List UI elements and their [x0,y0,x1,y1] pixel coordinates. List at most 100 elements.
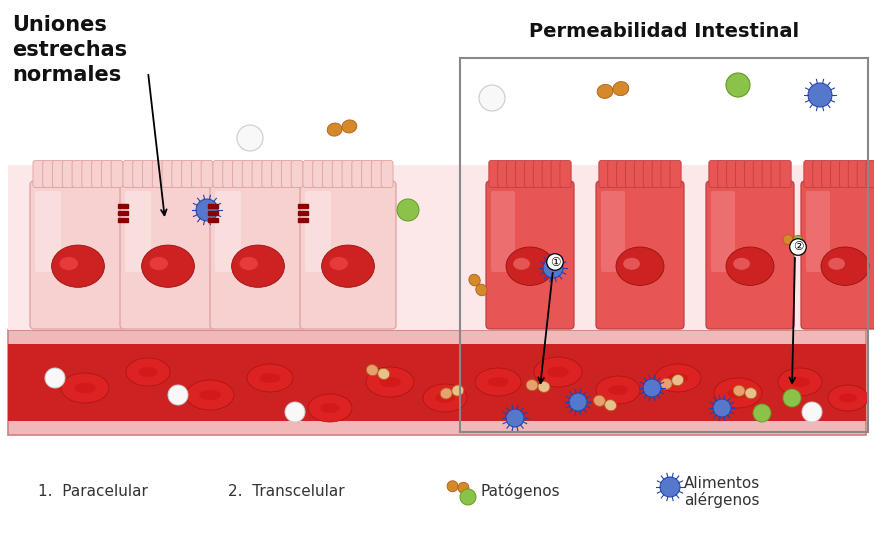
FancyBboxPatch shape [652,160,663,187]
Ellipse shape [613,82,629,96]
Text: ②: ② [793,240,803,253]
FancyBboxPatch shape [780,160,791,187]
Ellipse shape [186,380,234,410]
FancyBboxPatch shape [33,160,45,187]
Ellipse shape [672,375,683,386]
FancyBboxPatch shape [342,160,354,187]
Ellipse shape [366,364,378,376]
Ellipse shape [239,257,258,270]
Ellipse shape [783,234,793,245]
Circle shape [506,409,524,427]
FancyBboxPatch shape [626,160,637,187]
Text: Patógenos: Patógenos [480,483,559,499]
Ellipse shape [149,257,168,270]
Ellipse shape [829,258,845,270]
Ellipse shape [342,120,357,133]
Ellipse shape [452,385,464,396]
FancyBboxPatch shape [745,160,756,187]
FancyBboxPatch shape [533,160,545,187]
Circle shape [726,73,750,97]
Ellipse shape [458,482,469,493]
FancyBboxPatch shape [753,160,765,187]
FancyBboxPatch shape [82,160,94,187]
Text: Permeabilidad Intestinal: Permeabilidad Intestinal [529,22,799,41]
Ellipse shape [547,367,569,377]
Bar [208,218,218,222]
Text: ①: ① [550,255,560,268]
FancyBboxPatch shape [866,160,874,187]
Text: 1.  Paracelular: 1. Paracelular [38,483,148,498]
FancyBboxPatch shape [670,160,681,187]
Ellipse shape [260,373,281,383]
Bar [8,330,866,435]
Bar [298,204,308,208]
FancyBboxPatch shape [133,160,144,187]
Ellipse shape [74,383,96,393]
Circle shape [460,489,476,505]
FancyBboxPatch shape [172,160,184,187]
FancyBboxPatch shape [661,160,672,187]
Ellipse shape [52,245,104,287]
Ellipse shape [596,376,640,404]
Ellipse shape [468,274,480,286]
Bar [298,211,308,215]
Ellipse shape [655,364,701,392]
Ellipse shape [126,358,170,386]
FancyBboxPatch shape [726,160,738,187]
Ellipse shape [821,247,869,286]
Text: Alimentos: Alimentos [684,476,760,490]
Bar [460,58,868,432]
FancyBboxPatch shape [596,181,684,329]
Ellipse shape [668,373,689,383]
Ellipse shape [727,388,749,399]
FancyBboxPatch shape [491,191,515,272]
FancyBboxPatch shape [806,191,830,272]
FancyBboxPatch shape [813,160,824,187]
Circle shape [285,402,305,422]
FancyBboxPatch shape [822,160,833,187]
FancyBboxPatch shape [215,191,241,272]
Circle shape [753,404,771,422]
FancyBboxPatch shape [72,160,84,187]
Ellipse shape [790,377,810,387]
FancyBboxPatch shape [362,160,373,187]
Ellipse shape [138,367,158,377]
Ellipse shape [308,394,352,422]
Circle shape [713,399,731,417]
FancyBboxPatch shape [371,160,384,187]
Circle shape [660,477,680,497]
Bar [298,218,308,222]
Ellipse shape [745,388,757,399]
Circle shape [397,199,419,221]
FancyBboxPatch shape [123,160,135,187]
FancyBboxPatch shape [599,160,610,187]
Ellipse shape [793,235,803,246]
Ellipse shape [322,245,374,287]
FancyBboxPatch shape [152,160,164,187]
Ellipse shape [366,367,414,397]
Ellipse shape [475,368,521,396]
Bar [118,204,128,208]
FancyBboxPatch shape [92,160,103,187]
FancyBboxPatch shape [489,160,500,187]
FancyBboxPatch shape [551,160,562,187]
Ellipse shape [513,258,530,270]
Ellipse shape [327,123,342,136]
FancyBboxPatch shape [617,160,628,187]
Ellipse shape [232,245,284,287]
FancyBboxPatch shape [736,160,746,187]
Ellipse shape [714,378,762,408]
FancyBboxPatch shape [232,160,245,187]
Ellipse shape [506,247,554,286]
FancyBboxPatch shape [323,160,335,187]
Ellipse shape [488,377,509,387]
Text: Uniones
estrechas
normales: Uniones estrechas normales [12,15,127,85]
Circle shape [479,85,505,111]
Ellipse shape [538,381,550,393]
FancyBboxPatch shape [52,160,65,187]
Ellipse shape [597,84,613,98]
Ellipse shape [320,403,340,413]
FancyBboxPatch shape [635,160,646,187]
FancyBboxPatch shape [830,160,842,187]
FancyBboxPatch shape [804,160,815,187]
